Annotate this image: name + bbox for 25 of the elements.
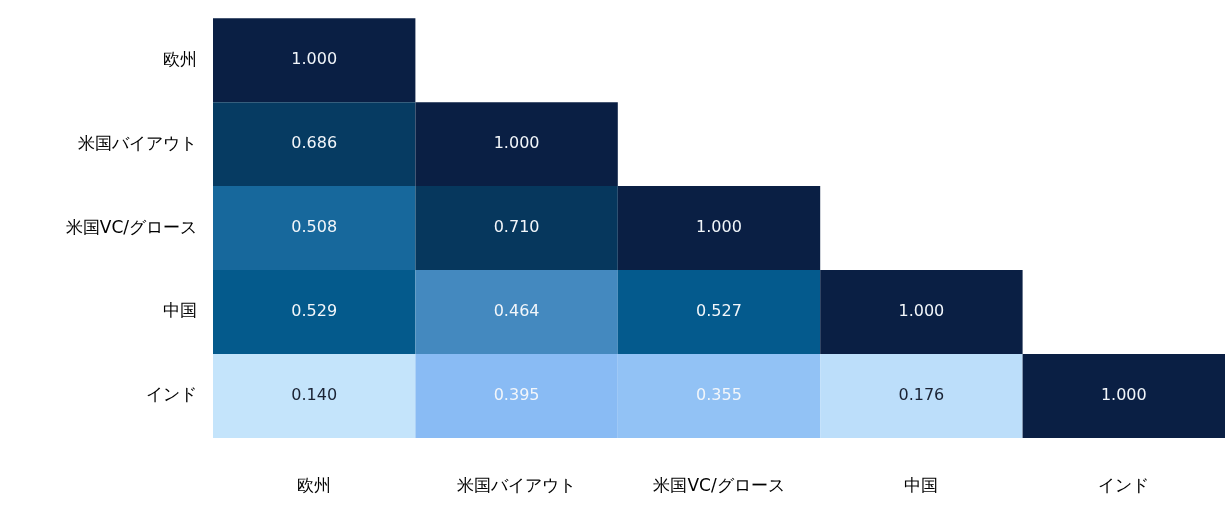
data-label: 1.000 xyxy=(291,49,338,69)
x-tick-label: インド xyxy=(1098,474,1150,495)
y-tick-label: 米国バイアウト xyxy=(78,132,197,153)
data-label: 0.176 xyxy=(898,385,945,405)
data-label: 0.529 xyxy=(291,301,338,321)
data-label: 0.508 xyxy=(291,217,338,237)
data-label: 1.000 xyxy=(1100,385,1147,405)
x-tick-label: 欧州 xyxy=(297,474,332,495)
y-tick-label: 欧州 xyxy=(163,48,197,69)
data-label: 0.464 xyxy=(493,301,540,321)
y-tick-label: インド xyxy=(146,384,197,405)
data-label: 0.710 xyxy=(493,217,540,237)
x-tick-label: 米国VC/グロース xyxy=(653,474,785,495)
y-tick-label: 米国VC/グロース xyxy=(65,216,197,237)
data-label: 1.000 xyxy=(493,133,540,153)
x-tick-label: 中国 xyxy=(904,474,939,495)
data-label: 1.000 xyxy=(696,217,742,237)
data-label: 0.686 xyxy=(291,133,338,153)
data-label: 0.355 xyxy=(696,385,742,405)
data-label: 0.140 xyxy=(291,385,338,405)
data-label: 0.527 xyxy=(696,301,742,321)
y-tick-label: 中国 xyxy=(163,300,197,321)
data-label: 1.000 xyxy=(898,301,945,321)
x-tick-label: 米国バイアウト xyxy=(457,474,577,495)
data-label: 0.395 xyxy=(493,385,540,405)
